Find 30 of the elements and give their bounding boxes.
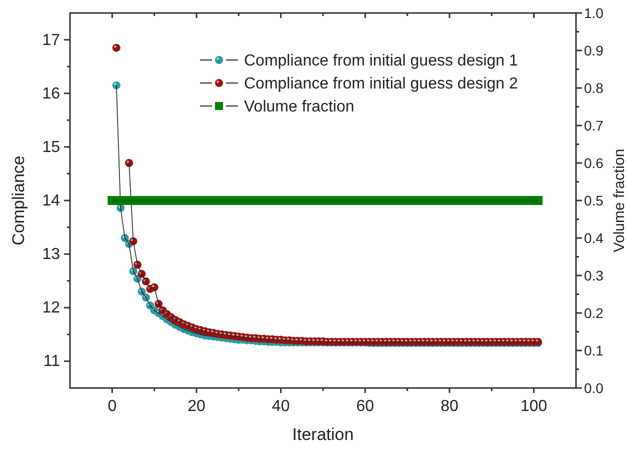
y2-tick-label: 0.4: [584, 230, 604, 246]
y-tick-label: 13: [42, 246, 60, 264]
y2-tick-label: 0.6: [584, 155, 604, 171]
y2-tick-label: 0.3: [584, 268, 604, 284]
y-tick-label: 16: [42, 85, 60, 102]
x-axis-title: Iteration: [292, 425, 354, 444]
y-tick-label: 14: [42, 192, 60, 210]
y-tick-label: 11: [43, 353, 60, 370]
y2-axis-title: Volume fraction: [611, 148, 628, 252]
x-tick-label: 80: [440, 398, 458, 415]
legend-label: Volume fraction: [244, 98, 354, 116]
y-tick-label: 12: [42, 300, 60, 317]
x-tick-label: 20: [188, 398, 206, 415]
legend-label: Compliance from initial guess design 1: [244, 52, 518, 70]
y2-tick-label: 0.1: [584, 342, 604, 358]
y2-tick-label: 0.8: [584, 80, 604, 96]
y2-tick-label: 0.7: [584, 118, 604, 134]
x-tick-label: 40: [272, 398, 290, 415]
x-tick-label: 100: [520, 398, 548, 415]
legend-label: Compliance from initial guess design 2: [244, 76, 518, 92]
y2-tick-label: 0.0: [584, 380, 604, 396]
x-tick-label: 60: [356, 398, 374, 415]
y2-tick-label: 1.0: [584, 5, 604, 21]
y-axis-title: Compliance: [9, 156, 28, 246]
y2-tick-label: 0.9: [584, 42, 604, 58]
y-tick-label: 17: [42, 32, 60, 49]
y2-tick-label: 0.5: [584, 192, 604, 208]
y-tick-label: 15: [42, 138, 60, 156]
y2-tick-label: 0.2: [584, 305, 604, 321]
x-tick-label: 0: [108, 398, 117, 415]
